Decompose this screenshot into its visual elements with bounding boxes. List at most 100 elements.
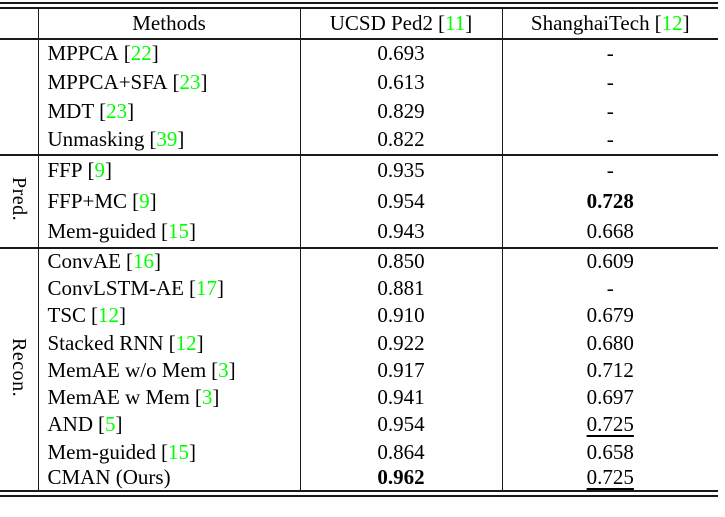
method-name: MemAE w/o Mem xyxy=(47,357,207,382)
method-name: AND xyxy=(47,412,94,437)
group-label-pred: Pred. xyxy=(0,154,39,248)
citation: [9] xyxy=(132,189,157,213)
bracket: [ xyxy=(123,41,131,65)
shanghaitech-value-cell: 0.609 xyxy=(586,249,634,274)
bracket: ] xyxy=(149,188,157,213)
method-name: Mem-guided xyxy=(47,219,156,243)
citation: [11] xyxy=(438,11,472,35)
bracket: [ xyxy=(91,303,99,328)
bracket: [ xyxy=(211,357,219,382)
method-name: FFP xyxy=(47,158,83,182)
table-row: MemAE w/o Mem [3] 0.917 0.712 xyxy=(0,356,718,384)
citation: [3] xyxy=(211,358,236,382)
ucsd-value-cell: 0.881 xyxy=(300,274,503,303)
ucsd-value-cell: 0.910 xyxy=(300,302,503,330)
bracket: [ xyxy=(160,219,168,243)
shanghaitech-value-cell: 0.712 xyxy=(586,357,634,382)
citation-number: 15 xyxy=(167,439,189,464)
bracket: ] xyxy=(682,10,690,35)
bracket: ] xyxy=(228,357,236,382)
method-cell: FFP [9] xyxy=(38,154,301,186)
rotated-group-label: Pred. xyxy=(7,176,30,222)
shanghaitech-value-cell: 0.680 xyxy=(586,330,634,355)
table-header: Methods UCSD Ped2 [11] ShanghaiTech [12] xyxy=(0,5,718,40)
bracket: ] xyxy=(196,330,204,355)
shanghaitech-value-cell: 0.725 xyxy=(586,412,634,437)
shanghaitech-value-cell: 0.658 xyxy=(586,439,634,464)
citation-number: 11 xyxy=(445,10,466,35)
citation: [23] xyxy=(99,99,134,123)
citation-number: 15 xyxy=(167,219,189,243)
bracket: ] xyxy=(465,10,473,35)
header-row: Methods UCSD Ped2 [11] ShanghaiTech [12] xyxy=(0,5,718,40)
bracket: [ xyxy=(168,330,176,355)
table-row: AND [5] 0.954 0.725 xyxy=(0,411,718,439)
method-cell: Mem-guided [15] xyxy=(38,216,301,248)
method-name: Unmasking xyxy=(47,127,145,151)
method-cell: MPPCA+SFA [23] xyxy=(38,67,301,97)
citation-number: 22 xyxy=(130,41,152,65)
citation-number: 39 xyxy=(156,127,178,151)
table-row: MDT [23] 0.829 - xyxy=(0,96,718,126)
citation-number: 3 xyxy=(218,357,229,382)
ucsd-value-cell: 0.829 xyxy=(300,96,503,126)
method-name: Mem-guided xyxy=(47,439,156,464)
method-name: MPPCA xyxy=(47,41,119,65)
citation-number: 23 xyxy=(179,69,201,94)
method-cell: CMAN (Ours) xyxy=(38,465,301,494)
citation: [12] xyxy=(169,331,204,355)
method-cell: MemAE w Mem [3] xyxy=(38,383,301,412)
rotated-group-label: Recon. xyxy=(7,337,30,397)
ucsd-value-cell: 0.864 xyxy=(300,438,503,466)
method-cell: AND [5] xyxy=(38,411,301,439)
header-methods-label: Methods xyxy=(132,10,206,35)
method-cell: TSC [12] xyxy=(38,302,301,330)
method-cell: MDT [23] xyxy=(38,96,301,126)
shanghaitech-value-cell: 0.725 xyxy=(586,465,634,490)
citation: [17] xyxy=(189,276,224,300)
method-name: ConvAE xyxy=(47,249,122,274)
table-row: Mem-guided [15] 0.943 0.668 xyxy=(0,216,718,248)
ucsd-value-cell: 0.962 xyxy=(300,465,503,494)
citation-number: 12 xyxy=(661,10,683,35)
shanghaitech-value-cell: - xyxy=(606,275,614,300)
shanghaitech-value-cell: - xyxy=(606,158,614,182)
table-row: MPPCA [22] 0.693 - xyxy=(0,38,718,155)
table-row: Recon. ConvAE [16] 0.850 0.609 xyxy=(0,247,718,494)
ucsd-value-cell: 0.613 xyxy=(300,67,503,97)
table-row: TSC [12] 0.910 0.679 xyxy=(0,302,718,330)
ucsd-value-cell: 0.693 xyxy=(300,38,503,68)
group-label-recon: Recon. xyxy=(0,247,39,494)
bracket: ] xyxy=(115,412,123,437)
bracket: ] xyxy=(154,249,161,274)
method-cell: Stacked RNN [12] xyxy=(38,329,301,357)
method-cell: MemAE w/o Mem [3] xyxy=(38,356,301,384)
citation: [5] xyxy=(98,412,123,436)
ucsd-value-cell: 0.822 xyxy=(300,125,503,155)
citation: [39] xyxy=(149,127,184,151)
header-stub-cell xyxy=(0,5,39,40)
bracket: [ xyxy=(149,127,157,151)
bracket: ] xyxy=(212,385,220,410)
shanghaitech-value-cell: - xyxy=(606,127,614,151)
citation-number: 23 xyxy=(106,98,128,123)
table-row: CMAN (Ours) 0.962 0.725 xyxy=(0,465,718,494)
ucsd-value-cell: 0.935 xyxy=(300,154,503,186)
citation: [22] xyxy=(124,41,159,65)
ucsd-value-cell: 0.954 xyxy=(300,185,503,217)
citation: [9] xyxy=(88,158,113,182)
shanghaitech-value-cell: 0.679 xyxy=(586,303,634,328)
method-name: ConvLSTM-AE xyxy=(47,275,185,300)
ucsd-value-cell: 0.850 xyxy=(300,247,503,275)
bracket: ] xyxy=(177,127,185,151)
method-cell: ConvAE [16] xyxy=(38,247,301,275)
citation: [16] xyxy=(126,249,161,273)
results-table: Methods UCSD Ped2 [11] ShanghaiTech [12] M… xyxy=(0,2,718,497)
citation: [3] xyxy=(195,385,220,409)
method-cell: MPPCA [22] xyxy=(38,38,301,68)
method-cell: ConvLSTM-AE [17] xyxy=(38,274,301,303)
bracket: [ xyxy=(189,275,196,300)
method-name: MPPCA+SFA xyxy=(47,69,168,94)
method-name: MemAE w Mem xyxy=(47,385,190,410)
bracket: ] xyxy=(151,41,159,65)
